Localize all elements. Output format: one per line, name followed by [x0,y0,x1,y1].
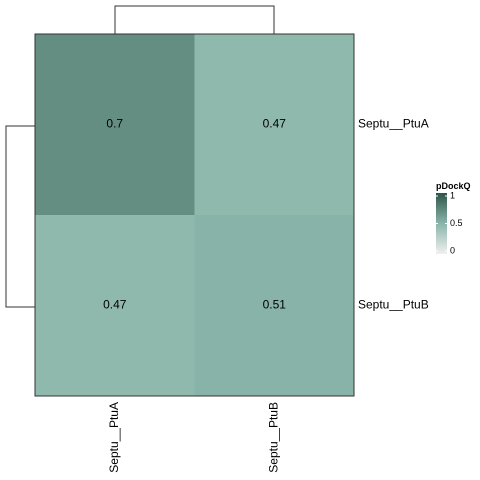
cell-value-label: 0.51 [263,298,287,312]
heatmap-cell [194,215,354,396]
heatmap-cell [35,215,195,396]
legend-tick-label: 1 [450,190,455,200]
cell-value-label: 0.47 [103,298,127,312]
row-labels: Septu__PtuA Septu__PtuB [358,117,429,312]
row-label: Septu__PtuB [358,298,429,312]
row-dendrogram [5,125,35,308]
cell-value-labels: 0.7 0.47 0.47 0.51 [103,117,286,312]
column-labels: Septu__PtuA Septu__PtuB [107,402,281,473]
column-label: Septu__PtuB [266,402,280,473]
legend-title: pDockQ [436,181,471,191]
heatmap-cells [35,34,354,396]
legend-color-bar [436,193,447,254]
color-legend: pDockQ 10.50 [436,181,471,255]
legend-ticks: 10.50 [436,190,463,255]
cell-value-label: 0.47 [263,117,287,131]
dendrograms [5,5,275,308]
heatmap-border [34,33,355,397]
column-label: Septu__PtuA [107,402,121,473]
cell-value-label: 0.7 [106,117,123,131]
column-dendrogram [114,5,275,34]
legend-tick-label: 0 [450,245,455,255]
row-label: Septu__PtuA [358,117,429,131]
legend-tick-label: 0.5 [450,218,463,228]
heatmap-cell [35,34,195,215]
heatmap-cell [194,34,354,215]
